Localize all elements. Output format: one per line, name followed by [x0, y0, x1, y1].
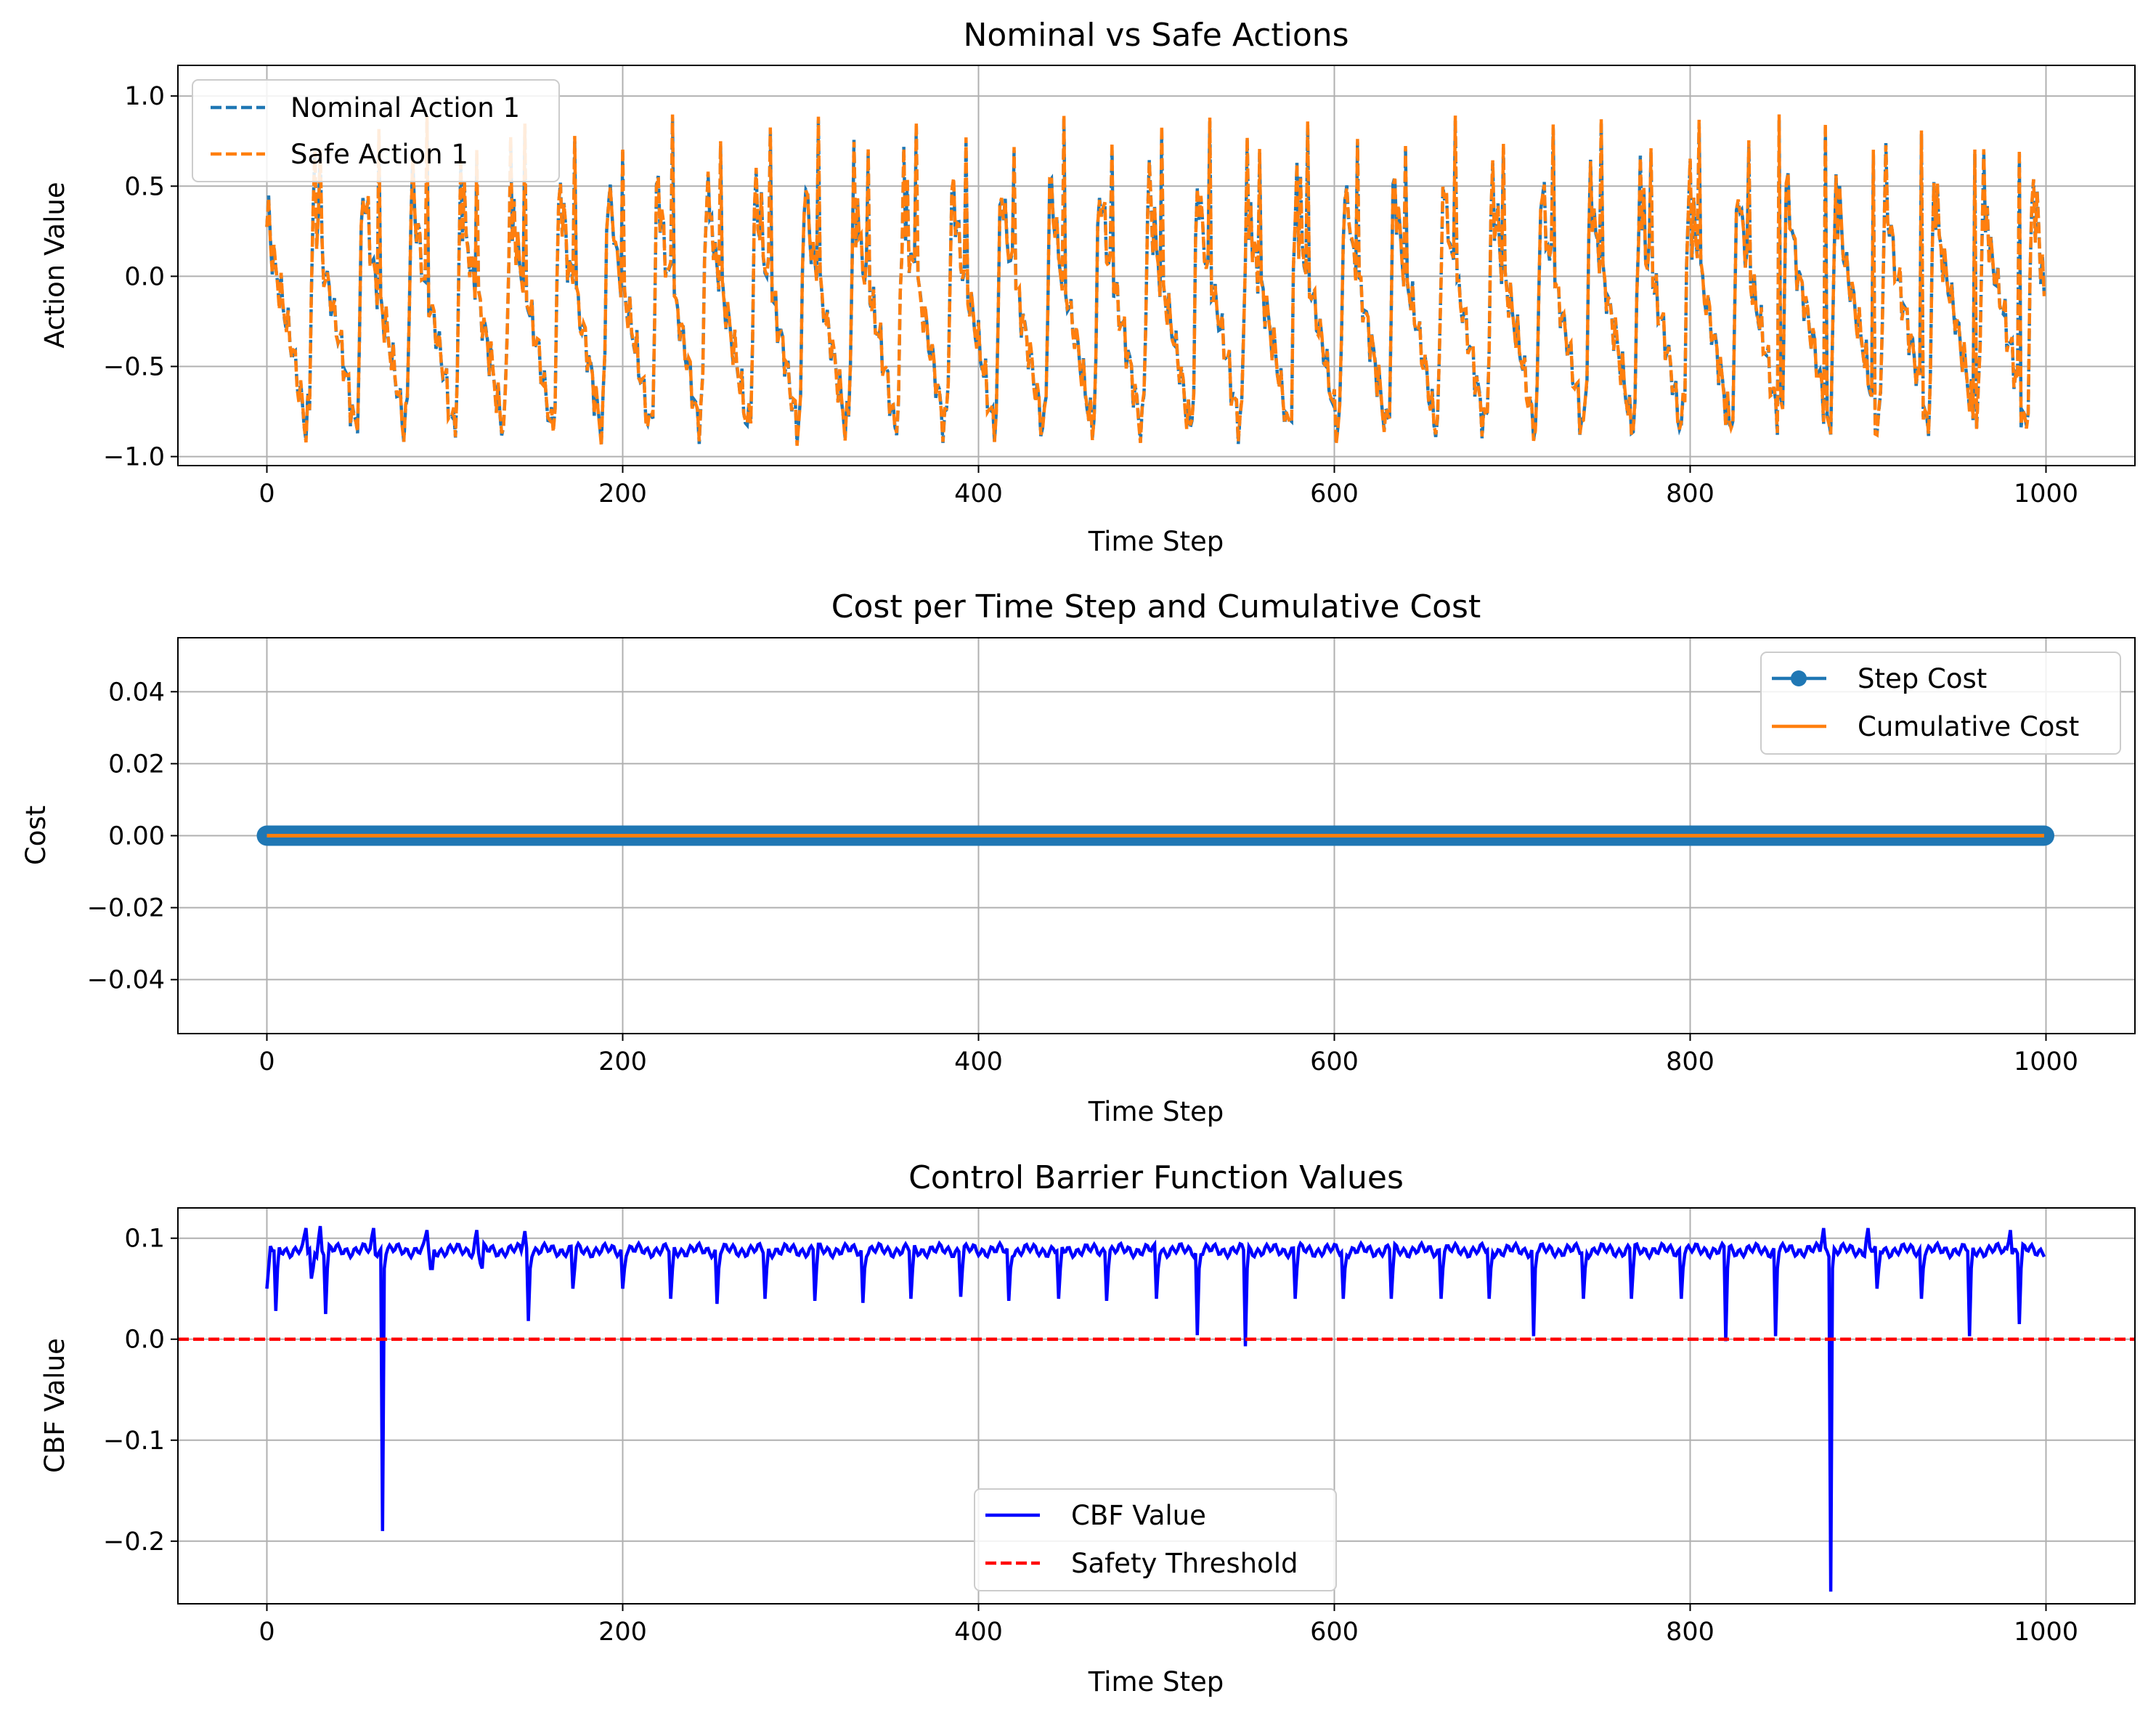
legend-label-cumulative-cost: Cumulative Cost: [1858, 711, 2079, 742]
ticks: 0 200 400 600 800 1000 −0.04 −0.02 0.00 0.02 0.04: [87, 678, 2078, 1076]
legend-label-safety-threshold: Safety Threshold: [1071, 1548, 1298, 1579]
panel-title: Nominal vs Safe Actions: [963, 17, 1348, 54]
legend-box: [1760, 652, 2121, 755]
ticks: 0 200 400 600 800 1000 −1.0 −0.5 0.0 0.5 1.0: [103, 82, 2078, 508]
ticks: 0 200 400 600 800 1000 −0.2 −0.1 0.0 0.1: [103, 1225, 2078, 1647]
y-tick-label: 0.02: [108, 750, 165, 779]
legend-label-cbf-value: CBF Value: [1071, 1500, 1206, 1531]
axes-frame: [177, 1207, 2136, 1605]
y-tick-label: −0.02: [87, 894, 165, 923]
x-tick-label: 600: [1310, 1618, 1359, 1647]
x-tick-label: 800: [1666, 1047, 1714, 1076]
legend-marker-step-cost: [1791, 670, 1807, 686]
x-axis-label: Time Step: [1088, 1666, 1224, 1697]
y-tick-label: 0.00: [108, 822, 165, 851]
y-tick-label: 0.04: [108, 678, 165, 707]
y-axis-label: Action Value: [39, 182, 70, 348]
legend-label-nominal-action-1: Nominal Action 1: [290, 92, 520, 123]
y-tick-label: −0.04: [87, 966, 165, 995]
x-tick-label: 1000: [2014, 1618, 2078, 1647]
x-axis-label: Time Step: [1088, 526, 1224, 557]
x-axis-label: Time Step: [1088, 1096, 1224, 1127]
y-tick-label: 0.5: [124, 172, 165, 201]
panel-cost-per-time-step: Cost per Time Step and Cumulative Cost 0…: [20, 588, 2136, 1127]
x-tick-label: 600: [1310, 1047, 1359, 1076]
y-tick-label: 0.0: [124, 1326, 165, 1355]
plot-area: [265, 114, 2046, 446]
panel-title: Cost per Time Step and Cumulative Cost: [831, 588, 1481, 625]
y-tick-label: −0.1: [103, 1427, 165, 1456]
x-tick-label: 1000: [2014, 1047, 2078, 1076]
x-tick-label: 600: [1310, 479, 1359, 508]
legend-label-safe-action-1: Safe Action 1: [290, 139, 468, 170]
x-tick-label: 0: [259, 1047, 274, 1076]
y-tick-label: −1.0: [103, 443, 165, 472]
x-tick-label: 200: [598, 1618, 647, 1647]
panel-control-barrier-function: Control Barrier Function Values 0 200 400 6…: [39, 1159, 2136, 1697]
axes-frame: [177, 65, 2136, 466]
y-tick-label: 0.0: [124, 262, 165, 291]
legend: Step Cost Cumulative Cost: [1760, 652, 2121, 755]
y-tick-label: 1.0: [124, 82, 165, 111]
y-axis-label: CBF Value: [39, 1338, 70, 1473]
legend-box: [974, 1488, 1337, 1591]
grid: [178, 65, 2135, 466]
x-tick-label: 400: [954, 1047, 1003, 1076]
panel-title: Control Barrier Function Values: [908, 1159, 1404, 1196]
series-cbf-value: [265, 1225, 2046, 1592]
x-tick-label: 1000: [2014, 479, 2078, 508]
x-tick-label: 0: [259, 479, 274, 508]
y-axis-label: Cost: [20, 806, 52, 865]
x-tick-label: 400: [954, 479, 1003, 508]
x-tick-label: 400: [954, 1618, 1003, 1647]
panel-nominal-vs-safe-actions: Nominal vs Safe Actions 0 200 400 600 800 100…: [39, 17, 2136, 557]
y-tick-label: −0.5: [103, 352, 165, 381]
series-safe-action-1: [265, 114, 2046, 446]
x-tick-label: 800: [1666, 1618, 1714, 1647]
legend-box: [192, 79, 560, 182]
x-tick-label: 800: [1666, 479, 1714, 508]
x-tick-label: 0: [259, 1618, 274, 1647]
legend: CBF Value Safety Threshold: [974, 1488, 1337, 1591]
legend-label-step-cost: Step Cost: [1858, 663, 1987, 694]
y-tick-label: −0.2: [103, 1528, 165, 1557]
x-tick-label: 200: [598, 479, 647, 508]
legend: Nominal Action 1 Safe Action 1: [192, 79, 560, 182]
y-tick-label: 0.1: [124, 1225, 165, 1254]
x-tick-label: 200: [598, 1047, 647, 1076]
plot-area: [178, 1225, 2135, 1592]
